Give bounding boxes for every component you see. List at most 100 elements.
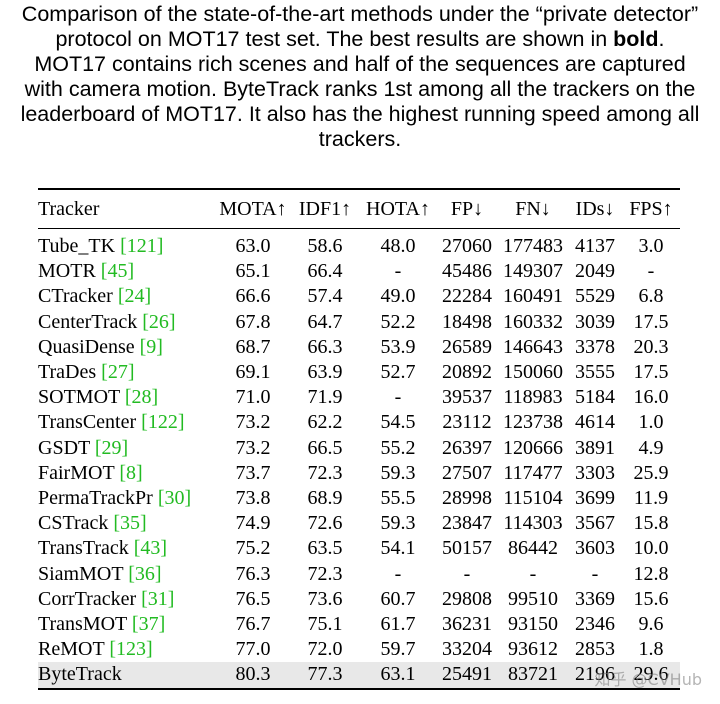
tracker-cell: MOTR [45] xyxy=(38,259,216,284)
citation-link[interactable]: [123] xyxy=(109,638,153,661)
tracker-name: CenterTrack xyxy=(38,310,143,333)
tracker-cell: GSDT [29] xyxy=(38,436,216,461)
header-fp: FP↓ xyxy=(450,198,484,220)
table-header-row: Tracker MOTA↑ IDF1↑ HOTA↑ FP↓ FN↓ IDs↓ F… xyxy=(38,189,680,229)
hota-cell: 59.3 xyxy=(380,461,416,484)
caption-line: trackers. xyxy=(318,127,402,151)
fp-cell: 29808 xyxy=(442,587,492,610)
ids-cell: 2049 xyxy=(575,260,615,283)
fn-cell: 93612 xyxy=(508,638,558,661)
citation-link[interactable]: [35] xyxy=(113,512,147,535)
fn-cell: 83721 xyxy=(498,662,568,689)
citation-link[interactable]: [28] xyxy=(124,386,159,409)
fp-cell: 18498 xyxy=(442,310,492,333)
table-row: TransTrack [43] 75.2 63.5 54.1 50157 86442 360… xyxy=(38,536,680,561)
fn-cell: - xyxy=(529,562,537,585)
hota-cell: - xyxy=(394,386,402,409)
fps-cell: 9.6 xyxy=(638,613,664,636)
citation-link[interactable]: [122] xyxy=(141,411,185,434)
citation-link[interactable]: [31] xyxy=(141,587,175,610)
fn-cell: 115104 xyxy=(503,487,563,510)
fp-cell: 39537 xyxy=(442,386,492,409)
mota-cell: 71.0 xyxy=(235,386,271,409)
tracker-name: TraDes xyxy=(38,361,102,384)
tracker-name: CorrTracker xyxy=(38,587,142,610)
tracker-name: TransMOT xyxy=(38,613,132,636)
idf1-cell: 72.3 xyxy=(307,562,343,585)
hota-cell: 54.1 xyxy=(380,537,416,560)
fp-cell: 26397 xyxy=(442,436,492,459)
hota-cell: 59.7 xyxy=(380,638,416,661)
tracker-cell: TransMOT [37] xyxy=(38,612,216,637)
ids-cell: 3303 xyxy=(575,461,615,484)
tracker-name: ByteTrack xyxy=(38,663,122,686)
idf1-cell: 75.1 xyxy=(307,613,343,636)
hota-cell: 61.7 xyxy=(380,613,416,636)
hota-cell: 60.7 xyxy=(380,587,416,610)
tracker-name: SOTMOT xyxy=(38,386,125,409)
citation-link[interactable]: [37] xyxy=(131,613,166,636)
fp-cell: 28998 xyxy=(442,487,492,510)
fn-cell: 93150 xyxy=(508,613,558,636)
idf1-cell: 63.5 xyxy=(307,537,343,560)
tracker-name: PermaTrackPr xyxy=(38,487,158,510)
citation-link[interactable]: [29] xyxy=(94,436,129,459)
tracker-cell: QuasiDense [9] xyxy=(38,335,216,360)
table-row: QuasiDense [9] 68.7 66.3 53.9 26589 146643 337… xyxy=(38,335,680,360)
fn-cell: 114303 xyxy=(503,512,563,535)
mota-cell: 65.1 xyxy=(235,260,271,283)
fn-cell: 160491 xyxy=(503,285,563,308)
citation-link[interactable]: [24] xyxy=(117,285,152,308)
header-fps: FPS↑ xyxy=(629,198,673,220)
fp-cell: 27507 xyxy=(442,461,492,484)
citation-link[interactable]: [9] xyxy=(139,335,163,358)
tracker-cell: Tube_TK [121] xyxy=(38,229,216,260)
hota-cell: - xyxy=(394,562,402,585)
table-row: ReMOT [123] 77.0 72.0 59.7 33204 93612 2853 1.8 xyxy=(38,637,680,662)
citation-link[interactable]: [43] xyxy=(133,537,168,560)
fn-cell: 86442 xyxy=(508,537,558,560)
table-row: CSTrack [35] 74.9 72.6 59.3 23847 114303 3567 1… xyxy=(38,511,680,536)
fps-cell: 11.9 xyxy=(633,487,669,510)
header-hota: HOTA↑ xyxy=(366,198,430,220)
caption-bold-word: bold xyxy=(613,27,659,51)
ids-cell: 2853 xyxy=(575,638,615,661)
tracker-cell: CorrTracker [31] xyxy=(38,587,216,612)
tracker-cell: ByteTrack xyxy=(38,662,216,689)
tracker-cell: ReMOT [123] xyxy=(38,637,216,662)
mota-cell: 63.0 xyxy=(235,235,271,257)
citation-link[interactable]: [27] xyxy=(101,361,135,384)
header-ids: IDs↓ xyxy=(575,198,615,220)
tracker-cell: CenterTrack [26] xyxy=(38,310,216,335)
ids-cell: 2346 xyxy=(575,613,615,636)
idf1-cell: 72.0 xyxy=(307,638,343,661)
citation-link[interactable]: [45] xyxy=(100,260,135,283)
header-tracker: Tracker xyxy=(38,198,100,220)
citation-link[interactable]: [36] xyxy=(128,562,162,585)
hota-cell: 55.2 xyxy=(380,436,416,459)
tracker-name: FairMOT xyxy=(38,461,120,484)
citation-link[interactable]: [121] xyxy=(120,235,164,257)
citation-link[interactable]: [8] xyxy=(119,461,143,484)
tracker-cell: FairMOT [8] xyxy=(38,461,216,486)
fp-cell: 26589 xyxy=(442,335,492,358)
idf1-cell: 66.3 xyxy=(307,335,343,358)
ids-cell: 3555 xyxy=(575,361,615,384)
fp-cell: 27060 xyxy=(442,235,492,257)
citation-link[interactable]: [30] xyxy=(157,487,192,510)
tracker-cell: CTracker [24] xyxy=(38,284,216,309)
citation-link[interactable]: [26] xyxy=(142,310,176,333)
fn-cell: 146643 xyxy=(503,335,563,358)
hota-cell: - xyxy=(394,260,402,283)
mota-cell: 67.8 xyxy=(235,310,271,333)
idf1-cell: 57.4 xyxy=(307,285,343,308)
fp-cell: 20892 xyxy=(442,361,492,384)
caption-text: . xyxy=(658,27,665,51)
fps-cell: 25.9 xyxy=(633,461,669,484)
fps-cell: - xyxy=(647,260,655,283)
fn-cell: 160332 xyxy=(503,310,563,333)
hota-cell: 54.5 xyxy=(380,411,416,434)
idf1-cell: 66.5 xyxy=(307,436,343,459)
hota-cell: 55.5 xyxy=(380,487,416,510)
idf1-cell: 64.7 xyxy=(307,310,343,333)
